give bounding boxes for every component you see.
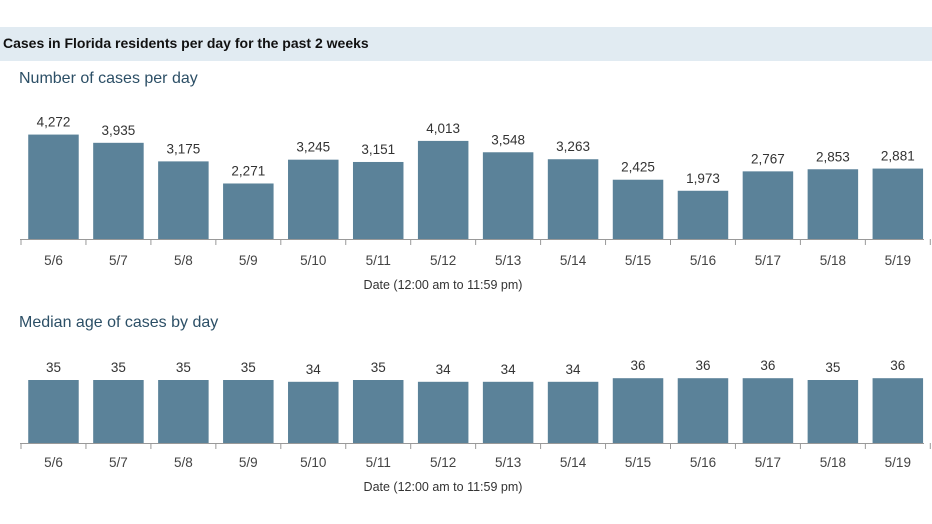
median-age-tick-label: 5/10 bbox=[300, 455, 326, 470]
cases-tick-label: 5/17 bbox=[755, 253, 781, 268]
median-age-data-label: 34 bbox=[436, 362, 452, 377]
median-age-tick-label: 5/7 bbox=[109, 455, 128, 470]
cases-tick-label: 5/16 bbox=[690, 253, 716, 268]
median-age-tick-label: 5/12 bbox=[430, 455, 456, 470]
median-age-data-label: 35 bbox=[371, 360, 386, 375]
median-age-tick-label: 5/15 bbox=[625, 455, 651, 470]
median-age-bar bbox=[807, 380, 859, 443]
cases-data-label: 4,013 bbox=[426, 121, 460, 136]
cases-bar bbox=[223, 183, 274, 239]
median-age-data-label: 34 bbox=[566, 362, 582, 377]
cases-data-label: 3,548 bbox=[491, 132, 525, 147]
cases-bar bbox=[28, 134, 79, 239]
median-age-bar bbox=[482, 381, 534, 443]
median-age-data-label: 35 bbox=[825, 360, 840, 375]
cases-bar bbox=[677, 190, 729, 239]
cases-tick-label: 5/14 bbox=[560, 253, 587, 268]
median-age-data-label: 34 bbox=[501, 362, 517, 377]
cases-data-label: 3,151 bbox=[361, 142, 395, 157]
cases-bar bbox=[482, 152, 534, 239]
median-age-data-label: 36 bbox=[631, 358, 646, 373]
cases-data-label: 3,245 bbox=[296, 140, 330, 155]
median-age-tick-label: 5/6 bbox=[44, 455, 63, 470]
cases-data-label: 2,271 bbox=[231, 163, 265, 178]
median-age-data-label: 36 bbox=[695, 358, 710, 373]
cases-data-label: 2,881 bbox=[881, 149, 915, 164]
median-age-tick-label: 5/14 bbox=[560, 455, 587, 470]
cases-data-label: 4,272 bbox=[37, 115, 71, 130]
cases-data-label: 2,767 bbox=[751, 151, 785, 166]
median-age-bar bbox=[417, 381, 469, 443]
median-age-bar bbox=[93, 380, 144, 443]
median-age-tick-label: 5/17 bbox=[755, 455, 781, 470]
cases-x-axis-title: Date (12:00 am to 11:59 pm) bbox=[364, 278, 523, 292]
median-age-bar bbox=[742, 378, 794, 443]
cases-bar bbox=[288, 159, 339, 239]
cases-bar bbox=[158, 161, 209, 239]
cases-bar bbox=[93, 142, 144, 239]
cases-tick-label: 5/13 bbox=[495, 253, 521, 268]
median-age-tick-label: 5/16 bbox=[690, 455, 716, 470]
cases-bar bbox=[872, 168, 924, 239]
median-age-bar bbox=[158, 380, 209, 443]
cases-tick-label: 5/8 bbox=[174, 253, 193, 268]
cases-tick-label: 5/15 bbox=[625, 253, 651, 268]
median-age-tick-label: 5/13 bbox=[495, 455, 521, 470]
chart-title-median-age: Median age of cases by day bbox=[19, 314, 219, 331]
median-age-bar bbox=[352, 380, 404, 443]
cases-bar bbox=[612, 179, 664, 239]
cases-bar bbox=[742, 171, 794, 239]
cases-tick-label: 5/12 bbox=[430, 253, 456, 268]
cases-data-label: 3,175 bbox=[166, 141, 200, 156]
median-age-tick-label: 5/11 bbox=[366, 455, 391, 470]
cases-bar bbox=[417, 140, 469, 239]
cases-tick-label: 5/6 bbox=[44, 253, 63, 268]
median-age-tick-label: 5/9 bbox=[239, 455, 258, 470]
cases-tick-label: 5/19 bbox=[885, 253, 911, 268]
cases-data-label: 3,935 bbox=[102, 123, 136, 138]
chart-title-cases: Number of cases per day bbox=[19, 70, 198, 87]
median-age-bar bbox=[288, 381, 339, 443]
cases-bar bbox=[352, 161, 404, 239]
median-age-data-label: 35 bbox=[176, 360, 191, 375]
median-age-tick-label: 5/18 bbox=[820, 455, 846, 470]
median-age-tick-label: 5/19 bbox=[885, 455, 911, 470]
cases-tick-label: 5/10 bbox=[300, 253, 326, 268]
cases-data-label: 2,853 bbox=[816, 149, 850, 164]
cases-bar bbox=[547, 159, 599, 239]
median-age-data-label: 35 bbox=[241, 360, 256, 375]
median-age-bar bbox=[28, 380, 79, 443]
page-title: Cases in Florida residents per day for t… bbox=[3, 35, 369, 51]
cases-tick-label: 5/11 bbox=[366, 253, 391, 268]
median-age-bar bbox=[872, 378, 924, 443]
median-age-bar bbox=[223, 380, 274, 443]
cases-tick-label: 5/18 bbox=[820, 253, 846, 268]
header-banner: Cases in Florida residents per day for t… bbox=[0, 27, 932, 61]
median-age-data-label: 35 bbox=[46, 360, 61, 375]
median-age-bar bbox=[677, 378, 729, 443]
median-age-bar bbox=[612, 378, 664, 443]
cases-data-label: 1,973 bbox=[686, 171, 720, 186]
median-age-data-label: 34 bbox=[306, 362, 322, 377]
cases-data-label: 3,263 bbox=[556, 139, 590, 154]
cases-data-label: 2,425 bbox=[621, 160, 655, 175]
median-age-data-label: 36 bbox=[890, 358, 905, 373]
median-age-data-label: 36 bbox=[760, 358, 775, 373]
cases-tick-label: 5/9 bbox=[239, 253, 258, 268]
median-age-tick-label: 5/8 bbox=[174, 455, 193, 470]
median-age-x-axis-title: Date (12:00 am to 11:59 pm) bbox=[364, 480, 523, 494]
median-age-data-label: 35 bbox=[111, 360, 126, 375]
cases-bar bbox=[807, 169, 859, 239]
cases-tick-label: 5/7 bbox=[109, 253, 128, 268]
median-age-bar bbox=[547, 381, 599, 443]
